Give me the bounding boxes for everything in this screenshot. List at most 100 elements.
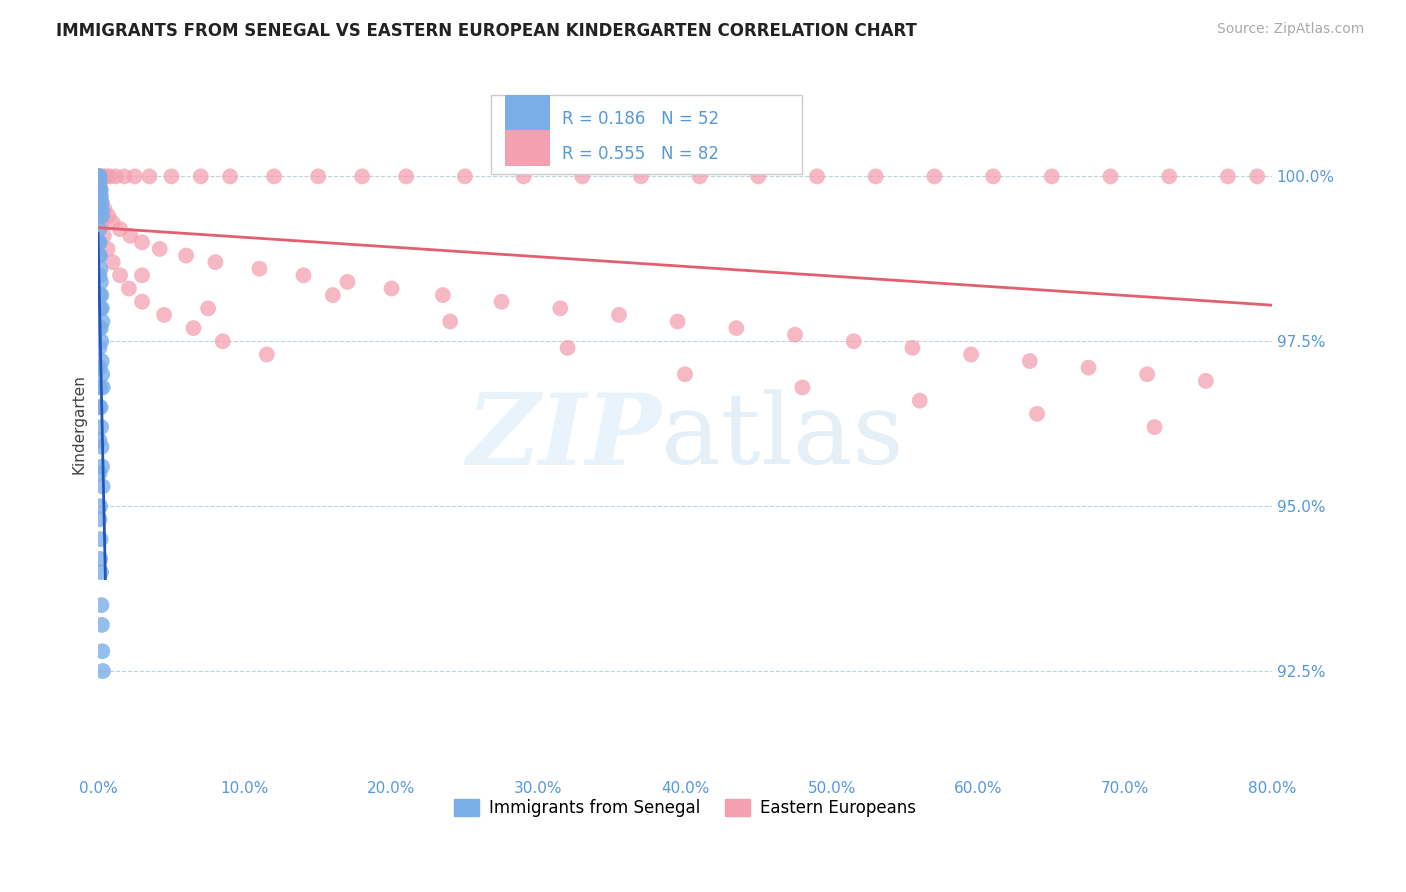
Point [108, 222, 131, 236]
Point [90, 189, 112, 203]
Point [491, 294, 513, 309]
Point [97, 242, 120, 256]
Point [607, 308, 630, 322]
Point [806, 169, 828, 184]
Point [91, 368, 114, 382]
Point [89, 288, 111, 302]
FancyBboxPatch shape [505, 95, 550, 131]
Point [352, 169, 374, 184]
Point [190, 169, 212, 184]
Point [901, 341, 924, 355]
Point [783, 327, 806, 342]
Point [89, 360, 111, 375]
Point [153, 308, 176, 322]
Point [101, 255, 124, 269]
Point [336, 275, 359, 289]
Point [90, 215, 112, 229]
Point [131, 235, 153, 250]
Point [93, 202, 115, 217]
Point [89, 434, 111, 448]
Point [87, 169, 110, 184]
Point [263, 169, 285, 184]
Point [97, 209, 120, 223]
Text: IMMIGRANTS FROM SENEGAL VS EASTERN EUROPEAN KINDERGARTEN CORRELATION CHART: IMMIGRANTS FROM SENEGAL VS EASTERN EUROP… [56, 22, 917, 40]
Point [149, 242, 172, 256]
Point [673, 368, 696, 382]
Point [454, 169, 477, 184]
Point [842, 334, 865, 349]
Point [512, 169, 534, 184]
Point [98, 169, 121, 184]
FancyBboxPatch shape [491, 95, 803, 175]
Text: atlas: atlas [661, 390, 904, 485]
Point [91, 644, 114, 658]
Point [204, 255, 226, 269]
Point [1143, 420, 1166, 434]
Point [548, 301, 571, 316]
Point [138, 169, 160, 184]
Point [87, 301, 110, 316]
Point [1195, 374, 1218, 388]
Point [90, 618, 112, 632]
Legend: Immigrants from Senegal, Eastern Europeans: Immigrants from Senegal, Eastern Europea… [447, 792, 922, 824]
Point [90, 440, 112, 454]
Point [91, 664, 114, 678]
Point [90, 321, 112, 335]
Point [87, 321, 110, 335]
Point [865, 169, 887, 184]
Point [89, 169, 111, 184]
Point [908, 393, 931, 408]
Point [89, 169, 111, 184]
Point [90, 261, 112, 276]
Point [131, 268, 153, 283]
Point [90, 195, 112, 210]
Point [89, 202, 111, 217]
Point [219, 169, 242, 184]
Point [689, 169, 711, 184]
Point [89, 552, 111, 566]
Point [94, 169, 117, 184]
Point [90, 202, 112, 217]
Point [432, 288, 454, 302]
Point [87, 401, 110, 415]
Point [91, 479, 114, 493]
Point [90, 275, 112, 289]
Point [90, 183, 112, 197]
Point [89, 248, 111, 262]
Point [118, 281, 141, 295]
Point [395, 169, 418, 184]
Point [87, 195, 110, 210]
Point [87, 209, 110, 223]
Point [249, 261, 271, 276]
Point [439, 314, 461, 328]
Point [89, 301, 111, 316]
Point [87, 169, 110, 184]
Point [211, 334, 233, 349]
Point [1018, 354, 1040, 368]
Point [90, 598, 112, 612]
Point [90, 401, 112, 415]
Point [91, 314, 114, 328]
Point [91, 209, 114, 223]
Point [1246, 169, 1268, 184]
Point [256, 347, 278, 361]
Point [91, 195, 114, 210]
Point [792, 380, 814, 394]
Point [101, 215, 124, 229]
Point [89, 183, 111, 197]
Point [131, 294, 153, 309]
Point [1040, 169, 1063, 184]
Point [183, 321, 205, 335]
Point [90, 169, 112, 184]
Point [89, 248, 111, 262]
Point [1099, 169, 1122, 184]
Point [87, 235, 110, 250]
Point [725, 321, 748, 335]
Point [197, 301, 219, 316]
Point [90, 334, 112, 349]
Point [91, 169, 114, 184]
Text: R = 0.186   N = 52: R = 0.186 N = 52 [562, 110, 718, 128]
FancyBboxPatch shape [505, 130, 550, 167]
Point [174, 248, 197, 262]
Point [90, 354, 112, 368]
